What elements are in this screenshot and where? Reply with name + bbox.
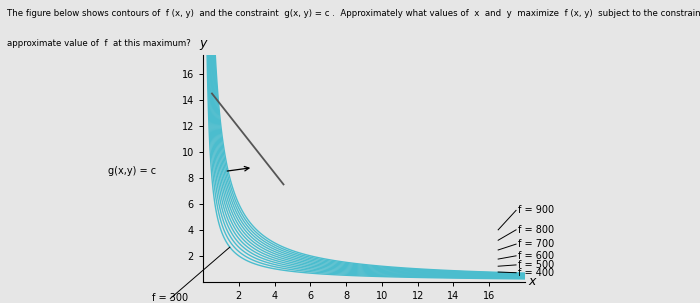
Text: f = 800: f = 800	[518, 225, 554, 235]
Text: f = 600: f = 600	[518, 251, 554, 261]
Text: f = 900: f = 900	[518, 205, 554, 215]
Text: f = 700: f = 700	[518, 239, 554, 249]
Text: f = 400: f = 400	[518, 268, 554, 278]
Text: g(x,y) = c: g(x,y) = c	[108, 166, 157, 176]
Text: approximate value of  f  at this maximum?: approximate value of f at this maximum?	[7, 39, 190, 48]
Text: x: x	[528, 275, 536, 288]
Text: f = 500: f = 500	[518, 260, 554, 270]
Text: f = 300: f = 300	[153, 293, 188, 303]
Text: The figure below shows contours of  f (x, y)  and the constraint  g(x, y) = c . : The figure below shows contours of f (x,…	[7, 9, 700, 18]
Text: y: y	[199, 37, 206, 50]
